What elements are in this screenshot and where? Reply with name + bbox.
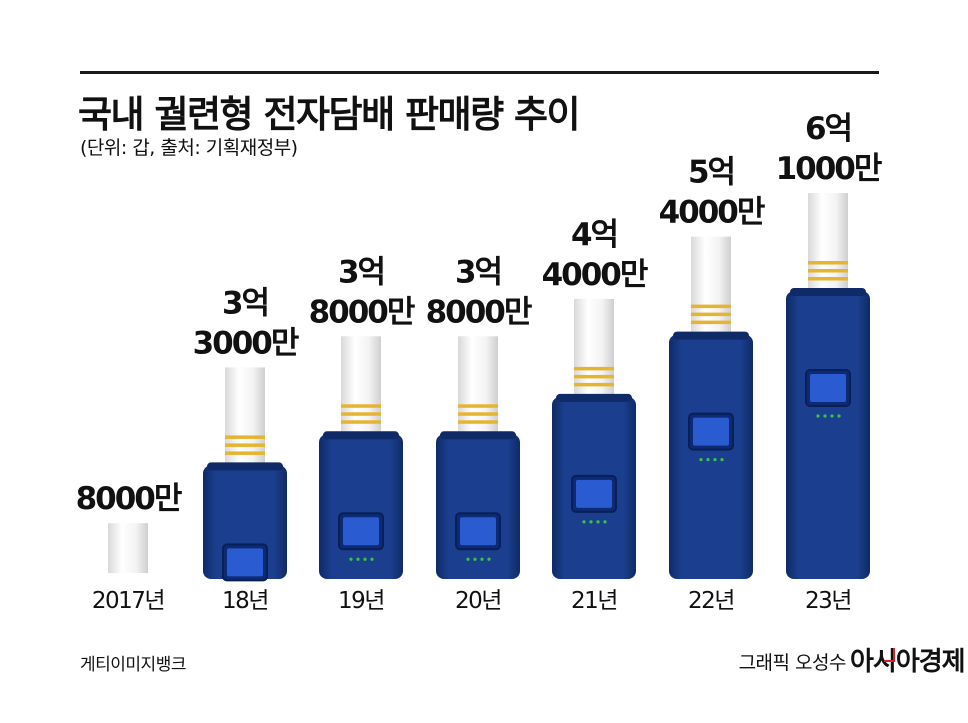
bar-gold-band xyxy=(574,366,614,371)
bar-gold-band xyxy=(808,269,848,273)
device-led xyxy=(823,414,827,418)
bar-gold-band xyxy=(691,304,731,309)
bar-gold-band xyxy=(808,261,848,265)
device-led xyxy=(370,557,374,561)
category-label: 20년 xyxy=(455,588,501,614)
value-label: 5억 xyxy=(688,155,734,191)
value-label: 6억 xyxy=(805,111,851,147)
category-label: 2017년 xyxy=(92,588,164,614)
device-led xyxy=(720,458,724,462)
category-label: 23년 xyxy=(805,588,851,614)
brand-mark-icon xyxy=(884,648,895,662)
device-led xyxy=(480,557,484,561)
device-led xyxy=(596,520,600,524)
device-screen-face xyxy=(810,374,846,402)
bar-gold-band xyxy=(225,435,265,439)
bar-device-cap xyxy=(207,462,283,471)
device-screen-face xyxy=(693,417,729,446)
bar-device-cap xyxy=(440,431,516,440)
bar-gold-band xyxy=(574,374,614,379)
device-led xyxy=(713,458,717,462)
device-screen-face xyxy=(227,548,263,577)
category-label: 18년 xyxy=(222,588,268,614)
bar-gold-band xyxy=(225,443,265,447)
device-led xyxy=(837,414,841,418)
category-label: 21년 xyxy=(571,588,617,614)
image-credit: 게티이미지뱅크 xyxy=(80,655,186,675)
bar-gold-band xyxy=(341,412,381,416)
title-rule xyxy=(80,71,879,74)
value-label: 8000만 xyxy=(76,481,182,517)
bar-gold-band xyxy=(458,412,498,416)
bar-gold-band xyxy=(458,404,498,408)
device-led xyxy=(830,414,834,418)
device-led xyxy=(589,520,593,524)
bar-device xyxy=(436,434,520,579)
value-label: 3000만 xyxy=(193,325,299,361)
bar-device-cap xyxy=(323,431,399,440)
bar-gold-band xyxy=(458,420,498,424)
device-led xyxy=(487,557,491,561)
bar-gold-band xyxy=(691,312,731,317)
bar-device-cap xyxy=(673,331,749,340)
device-led xyxy=(466,557,470,561)
bar-device xyxy=(669,334,753,579)
bar-gold-band xyxy=(225,451,265,455)
bar-device xyxy=(786,291,870,579)
value-label: 1000만 xyxy=(776,151,882,187)
value-label: 8000만 xyxy=(309,294,415,330)
device-screen-face xyxy=(576,479,612,508)
bar-stick xyxy=(108,523,148,573)
device-led xyxy=(356,557,360,561)
value-label: 3억 xyxy=(222,285,268,321)
device-led xyxy=(363,557,367,561)
device-led xyxy=(699,458,703,462)
bar-gold-band xyxy=(691,320,731,325)
value-label: 4000만 xyxy=(659,195,765,231)
graphic-credit: 그래픽 오성수 xyxy=(738,652,847,674)
device-led xyxy=(816,414,820,418)
value-label: 3억 xyxy=(338,254,384,290)
value-label: 4000만 xyxy=(542,257,648,293)
device-led xyxy=(706,458,710,462)
brand-logo: 아시아경제 xyxy=(850,647,966,677)
value-label: 4억 xyxy=(571,217,617,253)
chart-title: 국내 궐련형 전자담배 판매량 추이 xyxy=(78,93,581,136)
value-label: 8000만 xyxy=(426,294,532,330)
chart-subtitle: (단위: 갑, 출처: 기획재정부) xyxy=(80,137,298,159)
bar-gold-band xyxy=(808,277,848,281)
category-label: 22년 xyxy=(688,588,734,614)
bar-gold-band xyxy=(341,404,381,408)
value-label: 3억 xyxy=(455,254,501,290)
device-led xyxy=(603,520,607,524)
category-label: 19년 xyxy=(338,588,384,614)
bar-device-cap xyxy=(790,288,866,296)
bar-device xyxy=(319,434,403,579)
device-screen-face xyxy=(460,517,496,546)
device-led xyxy=(473,557,477,561)
bar-gold-band xyxy=(341,420,381,424)
device-led xyxy=(349,557,353,561)
device-led xyxy=(582,520,586,524)
bar-device-cap xyxy=(556,393,632,402)
bar-gold-band xyxy=(574,382,614,387)
device-screen-face xyxy=(343,517,379,546)
